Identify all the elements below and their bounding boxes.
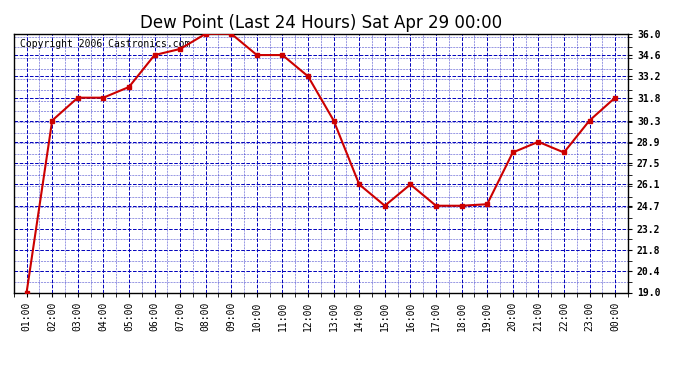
Title: Dew Point (Last 24 Hours) Sat Apr 29 00:00: Dew Point (Last 24 Hours) Sat Apr 29 00:… — [140, 14, 502, 32]
Text: Copyright 2006 Castronics.com: Copyright 2006 Castronics.com — [20, 39, 190, 49]
